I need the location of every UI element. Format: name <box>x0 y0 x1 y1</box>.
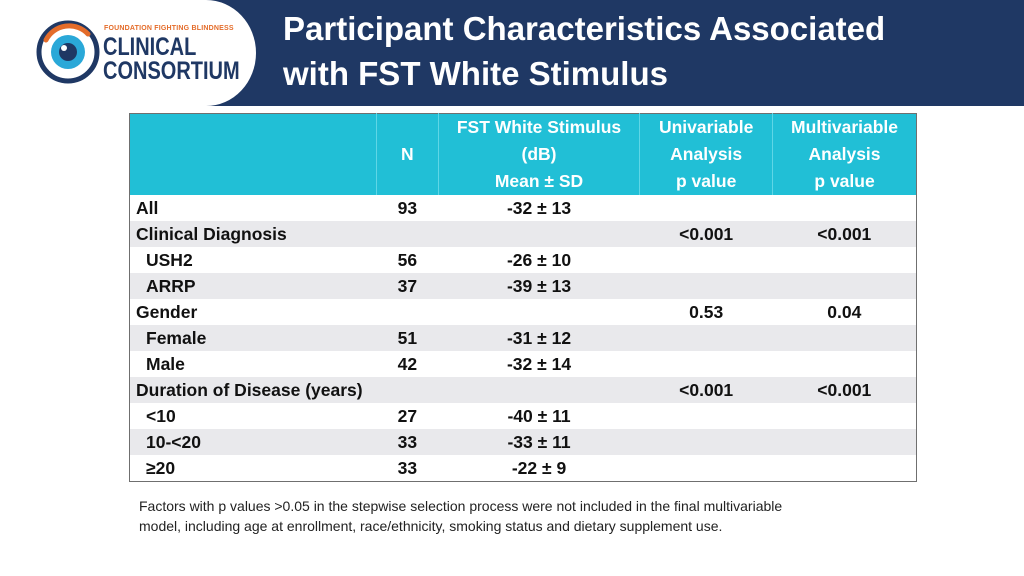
n-cell <box>376 221 439 247</box>
characteristics-table: N FST White Stimulus (dB) Mean ± SD Univaria… <box>129 113 917 482</box>
mean-sd-cell: -31 ± 12 <box>438 325 640 351</box>
logo-tagline: FOUNDATION FIGHTING BLINDNESS <box>104 25 234 32</box>
header-line: Analysis <box>808 144 881 164</box>
multivariable-p-cell <box>772 429 917 455</box>
mean-sd-cell <box>438 299 640 325</box>
univariable-p-cell <box>639 325 773 351</box>
header-multivariable-p: Multivariable Analysis p value <box>772 113 917 195</box>
n-cell: 51 <box>376 325 439 351</box>
table-body: All 93 -32 ± 13 Clinical Diagnosis <0.001 <0.… <box>129 195 917 482</box>
table-row: ARRP 37 -39 ± 13 <box>129 273 917 299</box>
n-cell: 33 <box>376 429 439 455</box>
header-line: p value <box>814 171 875 191</box>
footnote-line-2: model, including age at enrollment, race… <box>139 518 723 534</box>
univariable-p-cell <box>639 273 773 299</box>
row-label: 10-<20 <box>129 429 377 455</box>
multivariable-p-cell: <0.001 <box>772 377 917 403</box>
multivariable-p-cell <box>772 403 917 429</box>
univariable-p-cell <box>639 429 773 455</box>
table-row: Gender 0.53 0.04 <box>129 299 917 325</box>
mean-sd-cell: -26 ± 10 <box>438 247 640 273</box>
header-line: Univariable <box>658 117 754 137</box>
row-label: Gender <box>129 299 377 325</box>
logo-panel: FOUNDATION FIGHTING BLINDNESS CLINICAL C… <box>0 0 256 106</box>
univariable-p-cell: <0.001 <box>639 377 773 403</box>
row-label: Male <box>129 351 377 377</box>
multivariable-p-cell <box>772 351 917 377</box>
page-title: Participant Characteristics Associated w… <box>283 6 1003 96</box>
header-line: FST White Stimulus <box>456 117 622 137</box>
page-title-line-2: with FST White Stimulus <box>283 55 668 92</box>
table-row: ≥20 33 -22 ± 9 <box>129 455 917 482</box>
table-row: Duration of Disease (years) <0.001 <0.001 <box>129 377 917 403</box>
row-label: ≥20 <box>129 455 377 482</box>
header-line: (dB) <box>521 144 557 164</box>
page-title-line-1: Participant Characteristics Associated <box>283 10 886 47</box>
row-label: Clinical Diagnosis <box>129 221 377 247</box>
mean-sd-cell <box>438 377 640 403</box>
mean-sd-cell: -39 ± 13 <box>438 273 640 299</box>
univariable-p-cell <box>639 351 773 377</box>
header-line: p value <box>676 171 737 191</box>
table-row: 10-<20 33 -33 ± 11 <box>129 429 917 455</box>
univariable-p-cell <box>639 455 773 482</box>
multivariable-p-cell <box>772 273 917 299</box>
n-cell <box>376 377 439 403</box>
header-line: Multivariable <box>791 117 899 137</box>
table-row: Female 51 -31 ± 12 <box>129 325 917 351</box>
mean-sd-cell <box>438 221 640 247</box>
header-univariable-p: Univariable Analysis p value <box>639 113 774 195</box>
multivariable-p-cell: <0.001 <box>772 221 917 247</box>
mean-sd-cell: -22 ± 9 <box>438 455 640 482</box>
row-label: Duration of Disease (years) <box>129 377 377 403</box>
row-label: USH2 <box>129 247 377 273</box>
table-header-row: N FST White Stimulus (dB) Mean ± SD Univaria… <box>129 113 917 195</box>
n-cell: 56 <box>376 247 439 273</box>
table-row: <10 27 -40 ± 11 <box>129 403 917 429</box>
n-cell: 42 <box>376 351 439 377</box>
title-banner: FOUNDATION FIGHTING BLINDNESS CLINICAL C… <box>0 0 1024 106</box>
n-cell: 37 <box>376 273 439 299</box>
table-row: Male 42 -32 ± 14 <box>129 351 917 377</box>
multivariable-p-cell <box>772 247 917 273</box>
header-label <box>129 113 377 195</box>
logo-line-consortium: CONSORTIUM <box>103 57 240 85</box>
footnote: Factors with p values >0.05 in the stepw… <box>139 496 899 536</box>
eye-icon <box>36 20 100 84</box>
mean-sd-cell: -33 ± 11 <box>438 429 640 455</box>
table-row: Clinical Diagnosis <0.001 <0.001 <box>129 221 917 247</box>
multivariable-p-cell <box>772 455 917 482</box>
univariable-p-cell: <0.001 <box>639 221 773 247</box>
mean-sd-cell: -40 ± 11 <box>438 403 640 429</box>
univariable-p-cell <box>639 403 773 429</box>
univariable-p-cell <box>639 195 773 221</box>
row-label: Female <box>129 325 377 351</box>
header-n: N <box>376 113 439 195</box>
row-label: All <box>129 195 377 221</box>
univariable-p-cell: 0.53 <box>639 299 773 325</box>
n-cell <box>376 299 439 325</box>
footnote-line-1: Factors with p values >0.05 in the stepw… <box>139 498 783 514</box>
mean-sd-cell: -32 ± 14 <box>438 351 640 377</box>
table-row: All 93 -32 ± 13 <box>129 195 917 221</box>
univariable-p-cell <box>639 247 773 273</box>
header-line: Mean ± SD <box>494 171 584 191</box>
header-line: Analysis <box>670 144 743 164</box>
table-row: USH2 56 -26 ± 10 <box>129 247 917 273</box>
n-cell: 93 <box>376 195 439 221</box>
row-label: <10 <box>129 403 377 429</box>
multivariable-p-cell <box>772 325 917 351</box>
multivariable-p-cell <box>772 195 917 221</box>
logo-line-clinical: CLINICAL <box>103 33 197 61</box>
mean-sd-cell: -32 ± 13 <box>438 195 640 221</box>
header-fst-white-stimulus: FST White Stimulus (dB) Mean ± SD <box>438 113 641 195</box>
row-label: ARRP <box>129 273 377 299</box>
n-cell: 27 <box>376 403 439 429</box>
header-line: N <box>401 144 414 164</box>
n-cell: 33 <box>376 455 439 482</box>
multivariable-p-cell: 0.04 <box>772 299 917 325</box>
